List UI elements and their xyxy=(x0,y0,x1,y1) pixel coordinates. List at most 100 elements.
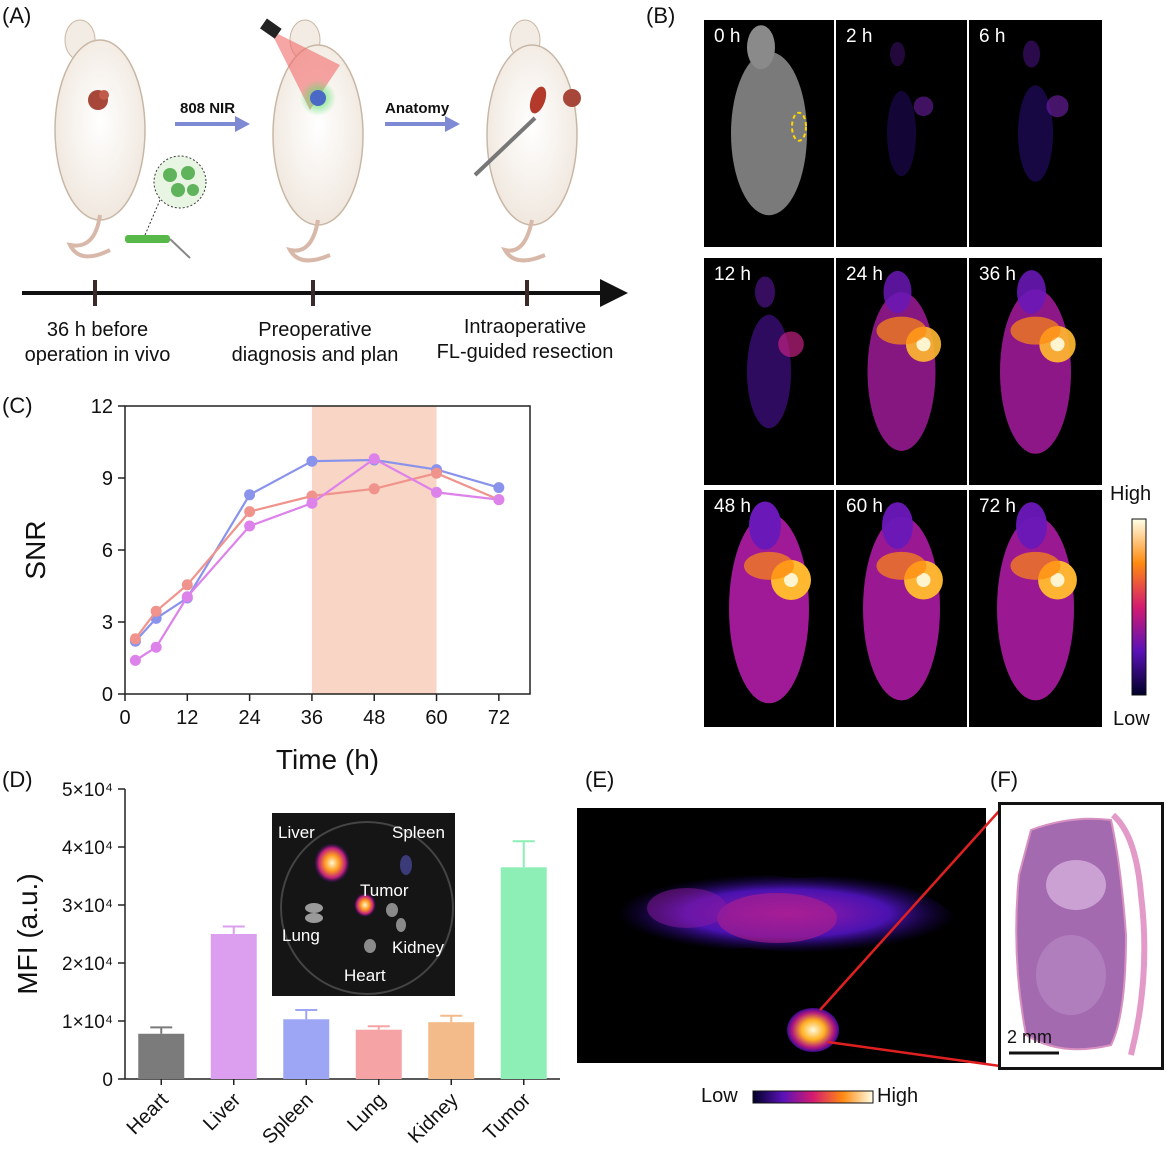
y-tick-label: 1×10⁴ xyxy=(62,1012,113,1033)
liver-signal xyxy=(876,316,927,345)
series-line-1 xyxy=(134,458,500,642)
liver-signal xyxy=(744,551,794,580)
tile-time-label: 36 h xyxy=(979,264,1016,285)
colorbar-e-low: Low xyxy=(701,1085,738,1107)
fluorescence-head xyxy=(749,501,781,550)
x-tick-label: Kidney xyxy=(404,1089,463,1148)
series-point-3 xyxy=(493,494,505,506)
step-2-line-2: diagnosis and plan xyxy=(231,344,399,366)
inset-label-tumor: Tumor xyxy=(360,881,409,900)
timeline-step-1: 36 h before operation in vivo xyxy=(5,318,190,368)
y-axis-title: MFI (a.u.) xyxy=(12,873,43,994)
imaging-tile-0-h: 0 h xyxy=(704,20,834,247)
tile-time-label: 0 h xyxy=(714,26,741,47)
series-point-1 xyxy=(244,489,256,501)
fluorescence-body xyxy=(1000,289,1071,454)
timeline-step-2: Preoperative diagnosis and plan xyxy=(215,318,415,368)
fluorescence-body xyxy=(747,314,791,429)
fluorescence-head xyxy=(1023,40,1040,68)
mouse-illustration-3 xyxy=(473,19,581,263)
x-tick-label: Spleen xyxy=(258,1089,318,1149)
tile-time-label: 12 h xyxy=(714,264,751,285)
tile-time-label: 48 h xyxy=(714,496,751,517)
y-tick-label: 0 xyxy=(102,684,113,706)
mfi-bar-chart: 0 1×10⁴ 2×10⁴ 3×10⁴ 4×10⁴ 5×10⁴ MFI (a.u.) Hear… xyxy=(12,780,560,1149)
y-tick-label: 2×10⁴ xyxy=(62,954,113,975)
inset-label-liver: Liver xyxy=(278,823,315,842)
series-point-3 xyxy=(431,486,443,498)
series-point-3 xyxy=(150,641,162,653)
y-tick-label: 6 xyxy=(102,540,113,562)
series-point-1 xyxy=(493,482,505,494)
imaging-grid: 0 h 2 h 6 h 12 h 24 h 36 h 48 h 60 h 72 h xyxy=(704,20,1102,727)
bar-liver xyxy=(210,934,257,1079)
series-point-2 xyxy=(129,633,141,645)
inset-label-spleen: Spleen xyxy=(392,823,445,842)
series-point-1 xyxy=(306,455,318,467)
colorbar-e xyxy=(752,1090,874,1104)
imaging-tile-12-h: 12 h xyxy=(704,258,834,485)
y-tick-label: 12 xyxy=(91,396,113,418)
fluorescence-body xyxy=(887,90,916,177)
bar-heart xyxy=(138,1033,185,1079)
y-tick-label: 9 xyxy=(102,468,113,490)
tumor-core xyxy=(1050,573,1065,588)
colorbar-e-high: High xyxy=(877,1085,919,1107)
x-tick-label: 12 xyxy=(176,707,198,729)
highlight-window xyxy=(311,406,437,694)
workflow-schematic xyxy=(22,18,628,307)
x-tick-label: Tumor xyxy=(479,1089,535,1145)
series-point-3 xyxy=(129,654,141,666)
panel-label-b: (B) xyxy=(646,3,676,28)
timeline-step-3: Intraoperative FL-guided resection xyxy=(420,315,630,365)
tile-time-label: 72 h xyxy=(979,496,1016,517)
x-tick-label: 36 xyxy=(301,707,323,729)
histology-image: 2 mm xyxy=(998,802,1164,1070)
lateral-imaging-view xyxy=(577,808,986,1063)
arrow-label-anatomy: Anatomy xyxy=(385,100,450,117)
inset-label-lung: Lung xyxy=(282,926,320,945)
tumor-core xyxy=(1050,337,1065,352)
series-line-3 xyxy=(134,457,499,662)
arrow-label-808-nir: 808 NIR xyxy=(180,100,236,117)
tumor-core xyxy=(916,573,931,588)
x-tick-label: 24 xyxy=(238,707,260,729)
step-1-line-2: operation in vivo xyxy=(24,344,171,366)
nanoparticle-zoom xyxy=(125,155,207,259)
series-point-2 xyxy=(181,579,193,591)
panel-label-d: (D) xyxy=(2,767,33,792)
series-point-3 xyxy=(244,520,256,532)
imaging-tile-60-h: 60 h xyxy=(836,490,967,727)
fluorescence-body xyxy=(1018,85,1053,182)
bar-tumor xyxy=(500,867,547,1079)
y-tick-label: 4×10⁴ xyxy=(62,838,113,859)
tumor-core xyxy=(784,573,798,588)
liver-signal xyxy=(1010,316,1061,345)
imaging-tile-6-h: 6 h xyxy=(969,20,1102,247)
liver-signal xyxy=(876,551,927,580)
series-point-3 xyxy=(181,591,193,603)
y-tick-label: 3 xyxy=(102,612,113,634)
series-point-3 xyxy=(368,453,380,465)
bar-kidney xyxy=(428,1022,475,1079)
x-tick-label: 0 xyxy=(119,707,130,729)
series-point-2 xyxy=(244,506,256,518)
fluorescence-body xyxy=(867,292,936,451)
inset-label-heart: Heart xyxy=(344,966,386,985)
y-axis-title: SNR xyxy=(20,520,51,579)
bar-lung xyxy=(355,1029,402,1079)
ex-vivo-organ-image: Liver Spleen Tumor Lung Kidney Heart xyxy=(272,813,455,996)
series-point-2 xyxy=(150,605,162,617)
step-3-line-1: Intraoperative xyxy=(463,316,587,338)
y-tick-label: 5×10⁴ xyxy=(62,780,113,801)
colorbar-b-low: Low xyxy=(1113,708,1150,730)
tile-time-label: 24 h xyxy=(846,264,883,285)
x-tick-label: Lung xyxy=(343,1089,390,1136)
mouse-silhouette xyxy=(731,51,807,216)
imaging-tile-36-h: 36 h xyxy=(969,258,1102,485)
fluorescence-tumor xyxy=(913,96,934,117)
x-tick-label: 60 xyxy=(425,707,447,729)
tile-time-label: 6 h xyxy=(979,26,1006,47)
mouse-illustration-2 xyxy=(260,18,364,263)
fluorescence-head xyxy=(890,41,905,67)
